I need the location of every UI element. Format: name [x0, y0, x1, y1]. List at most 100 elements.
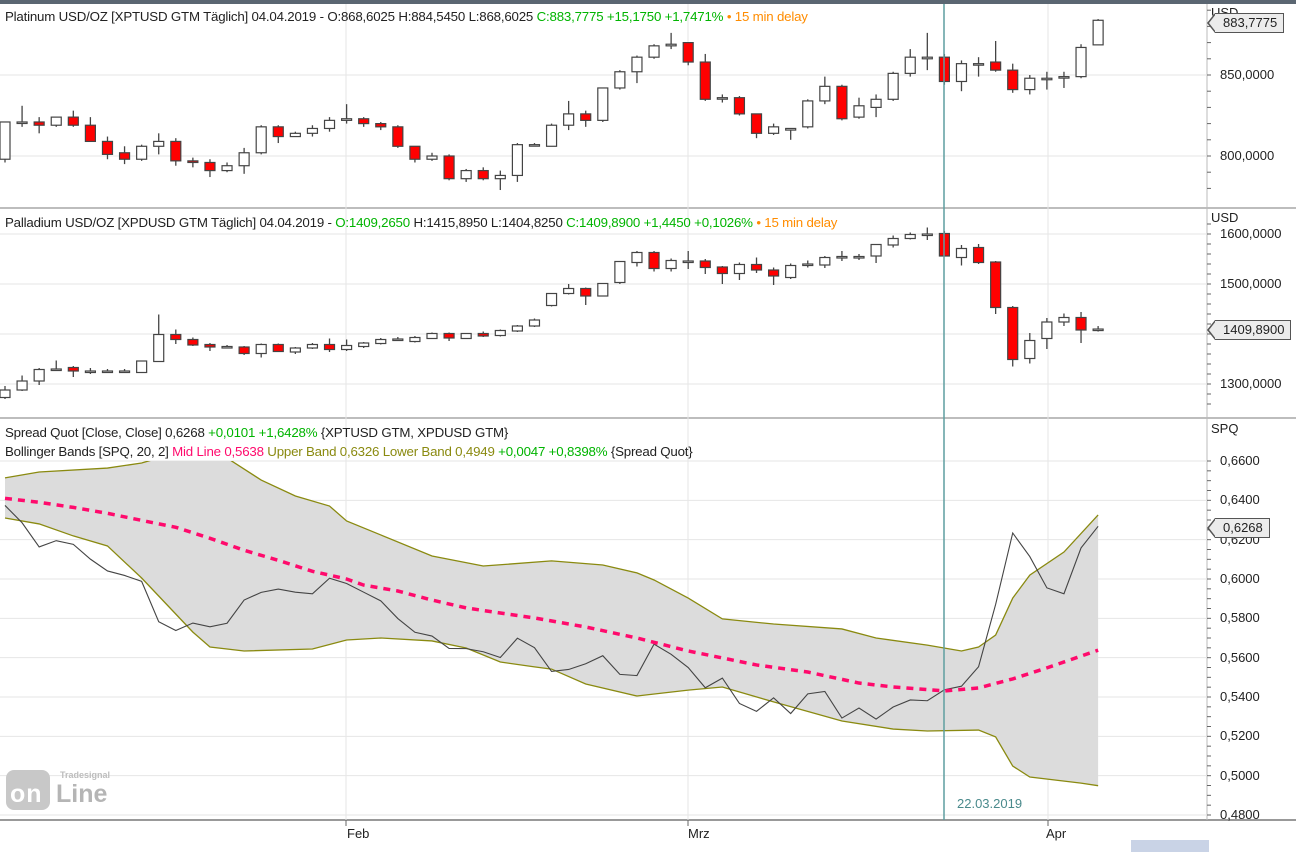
platinum-up-candle	[1024, 77, 1036, 91]
platinum-up-candle	[153, 140, 165, 147]
spread-name: Spread Quot [Close, Close]	[5, 425, 162, 440]
palladium-up-candle	[0, 389, 11, 399]
platinum-up-candle	[528, 144, 541, 147]
palladium-down-candle	[67, 366, 79, 372]
bollinger-lower-band	[4, 517, 1099, 787]
platinum-delay: • 15 min delay	[726, 9, 808, 24]
palladium-up-candle	[118, 370, 131, 374]
palladium-axis-label: 1300,0000	[1220, 376, 1282, 391]
palladium-up-candle	[221, 345, 233, 349]
palladium-change-pct: +0,1026%	[694, 215, 753, 230]
spread-axis-label: 0,5800	[1220, 610, 1260, 626]
palladium-high: H:1415,8950	[413, 215, 488, 230]
palladium-up-candle	[1092, 328, 1104, 332]
platinum-up-candle	[921, 56, 933, 60]
palladium-up-candle	[375, 338, 387, 345]
platinum-up-candle	[16, 121, 28, 125]
palladium-up-candle	[153, 333, 165, 363]
platinum-up-candle	[221, 165, 233, 172]
platinum-down-candle	[272, 126, 284, 138]
platinum-down-candle	[580, 113, 592, 121]
palladium-unit: USD	[1211, 210, 1239, 225]
platinum-down-candle	[409, 145, 421, 160]
palladium-up-candle	[665, 259, 677, 270]
spread-axis-label: 0,6600	[1220, 453, 1260, 468]
palladium-up-candle	[84, 370, 97, 374]
platinum-down-candle	[443, 155, 455, 180]
palladium-header: Palladium USD/OZ [XPDUSD GTM Täglich] 04…	[5, 215, 837, 230]
platinum-low: L:868,6025	[468, 9, 534, 24]
palladium-up-candle	[597, 282, 609, 297]
platinum-up-candle	[665, 43, 677, 47]
platinum-up-candle	[802, 100, 814, 128]
platinum-up-candle	[1075, 46, 1087, 78]
palladium-up-candle	[563, 287, 575, 295]
navigator-thumbnail[interactable]	[1131, 840, 1209, 852]
palladium-up-candle	[802, 263, 814, 267]
palladium-up-candle	[50, 368, 62, 372]
platinum-down-candle	[682, 41, 694, 63]
palladium-up-candle	[836, 255, 848, 259]
platinum-header: Platinum USD/OZ [XPTUSD GTM Täglich] 04.…	[5, 9, 808, 24]
palladium-last-price-tag: 1409,8900	[1206, 320, 1292, 340]
palladium-down-candle	[170, 333, 182, 341]
platinum-up-candle	[853, 105, 865, 118]
spread-axis-label: 0,4800	[1220, 807, 1260, 822]
platinum-up-candle	[341, 118, 353, 121]
cursor-date-label: 22.03.2019	[957, 796, 1023, 811]
palladium-up-candle	[306, 343, 319, 349]
spread-quot-line	[4, 505, 1099, 720]
palladium-low: L:1404,8250	[490, 215, 563, 230]
palladium-up-candle	[545, 292, 558, 307]
palladium-down-candle	[767, 269, 780, 277]
palladium-up-candle	[494, 329, 506, 337]
platinum-down-candle	[699, 61, 711, 100]
palladium-down-candle	[477, 332, 489, 337]
bollinger-mid: Mid Line 0,5638	[172, 444, 264, 459]
spread-panel	[4, 461, 1099, 787]
platinum-down-candle	[84, 124, 97, 143]
palladium-axis-label: 1500,0000	[1220, 276, 1282, 291]
platinum-up-candle	[460, 169, 472, 180]
palladium-up-candle	[887, 237, 899, 246]
platinum-down-candle	[33, 121, 45, 126]
spread-axis-label: 0,5400	[1220, 689, 1260, 704]
palladium-up-candle	[392, 338, 404, 342]
palladium-down-candle	[1007, 306, 1019, 361]
palladium-up-candle	[853, 255, 865, 259]
palladium-up-candle	[341, 344, 353, 351]
platinum-up-candle	[614, 71, 626, 89]
platinum-down-candle	[733, 97, 746, 115]
spread-value: 0,6268	[165, 425, 205, 440]
platinum-change: +15,1750	[606, 9, 662, 24]
platinum-up-candle	[972, 63, 985, 66]
window-top-bar	[0, 0, 1296, 4]
bollinger-upper-band	[4, 461, 1099, 652]
palladium-up-candle	[1058, 316, 1070, 323]
palladium-down-candle	[443, 332, 455, 339]
platinum-up-candle	[631, 56, 643, 73]
panel-separator	[0, 417, 1296, 419]
palladium-up-candle	[255, 343, 267, 355]
platinum-up-candle	[323, 119, 336, 130]
spread-unit: SPQ	[1211, 421, 1239, 436]
palladium-up-candle	[136, 360, 148, 374]
bollinger-name: Bollinger Bands [SPQ, 20, 2]	[5, 444, 169, 459]
platinum-last-price-tag: 883,7775	[1206, 13, 1285, 33]
bollinger-mid-line	[4, 496, 1099, 693]
platinum-down-candle	[477, 169, 489, 180]
palladium-close: C:1409,8900	[566, 215, 641, 230]
palladium-up-candle	[511, 325, 524, 332]
palladium-up-candle	[631, 251, 643, 264]
palladium-up-candle	[289, 347, 301, 353]
palladium-up-candle	[870, 243, 882, 257]
platinum-up-candle	[289, 132, 301, 138]
platinum-up-candle	[1041, 77, 1053, 81]
palladium-up-candle	[358, 342, 370, 348]
month-label-apr: Apr	[1046, 826, 1067, 841]
platinum-up-candle	[785, 127, 797, 131]
platinum-up-candle	[955, 63, 968, 83]
bollinger-source: {Spread Quot}	[610, 444, 693, 459]
